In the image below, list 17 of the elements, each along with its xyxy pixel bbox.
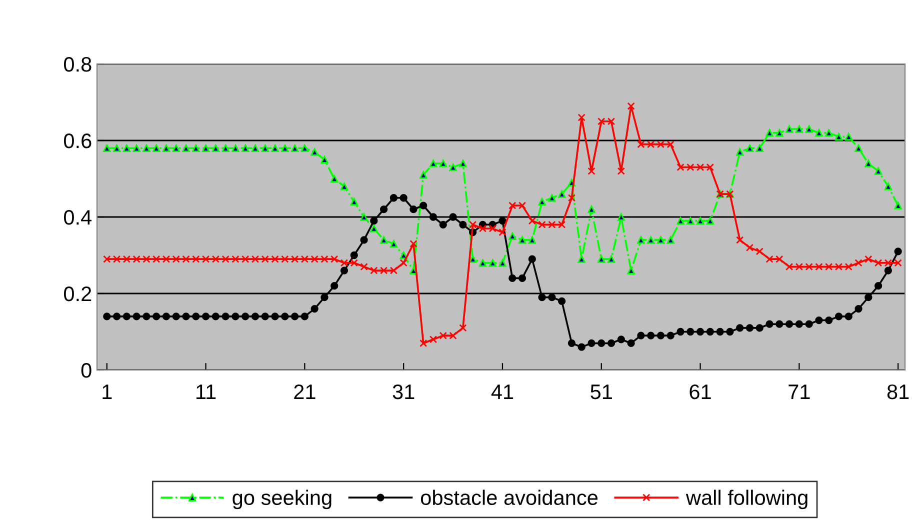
x-tick-label: 31 xyxy=(392,384,414,400)
x-tick-label: 21 xyxy=(294,384,316,399)
y-tick-label: 0 xyxy=(81,363,92,378)
legend-label: obstacle avoidance xyxy=(420,490,598,506)
y-tick-label: 0.2 xyxy=(64,286,92,302)
x-tick-label: 81 xyxy=(887,384,909,400)
x-tick-label: 41 xyxy=(491,384,514,399)
legend-label: go seeking xyxy=(232,490,332,510)
y-tick-label: 0.8 xyxy=(64,57,92,72)
legend-label: wall following xyxy=(686,490,808,510)
x-tick-label: 1 xyxy=(102,384,112,399)
x-tick-label: 11 xyxy=(196,384,216,399)
x-tick-label: 71 xyxy=(788,384,810,399)
y-tick-label: 0.6 xyxy=(64,134,92,148)
x-tick-label: 51 xyxy=(590,384,612,400)
y-tick-label: 0.4 xyxy=(64,210,92,225)
x-tick-label: 61 xyxy=(690,384,711,400)
